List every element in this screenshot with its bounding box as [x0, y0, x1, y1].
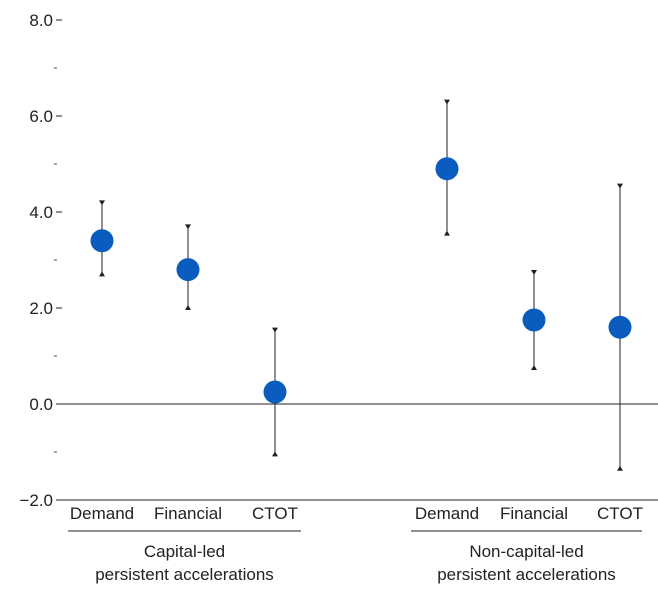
error-bar-cap-bottom	[444, 230, 450, 236]
error-bar-cap-bottom	[617, 465, 623, 471]
y-tick-label: −2.0	[19, 491, 53, 510]
category-label: Financial	[500, 504, 568, 523]
group-label-line2: persistent accelerations	[95, 565, 274, 584]
y-tick-label: 8.0	[29, 11, 53, 30]
data-point	[522, 308, 546, 332]
data-point	[176, 258, 200, 282]
y-tick-label: 0.0	[29, 395, 53, 414]
y-tick-label: 2.0	[29, 299, 53, 318]
data-point	[90, 229, 114, 253]
error-bar-cap-top	[444, 99, 450, 105]
category-labels: Demand Financial CTOT Demand Financial CTOT	[70, 504, 643, 523]
group-labels: Capital-led persistent accelerations Non-c…	[68, 530, 642, 584]
error-bar-cap-bottom	[185, 305, 191, 310]
category-label: Financial	[154, 504, 222, 523]
y-tick-label: 4.0	[29, 203, 53, 222]
category-label: CTOT	[252, 504, 298, 523]
error-bar-cap-top	[99, 200, 105, 206]
error-bars	[99, 99, 623, 471]
error-bar-cap-top	[185, 224, 191, 230]
error-bar-cap-top	[272, 327, 278, 333]
baselines	[62, 403, 658, 501]
group-label-line2: persistent accelerations	[437, 565, 616, 584]
error-bar-cap-bottom	[99, 271, 105, 277]
category-label: Demand	[415, 504, 479, 523]
group-label-line1: Capital-led	[144, 542, 225, 561]
y-tick-label: 6.0	[29, 107, 53, 126]
data-point	[435, 157, 459, 181]
data-point	[263, 380, 287, 404]
data-points	[90, 157, 632, 404]
error-bar-cap-top	[531, 270, 537, 275]
error-bar-cap-top	[617, 183, 623, 189]
data-point	[608, 315, 632, 339]
error-bar-cap-bottom	[531, 365, 537, 370]
group-label-line1: Non-capital-led	[469, 542, 583, 561]
category-label: Demand	[70, 504, 134, 523]
y-axis: 8.0 6.0 4.0 2.0 0.0 −2.0	[19, 11, 62, 510]
category-label: CTOT	[597, 504, 643, 523]
error-bar-cap-bottom	[272, 451, 278, 457]
